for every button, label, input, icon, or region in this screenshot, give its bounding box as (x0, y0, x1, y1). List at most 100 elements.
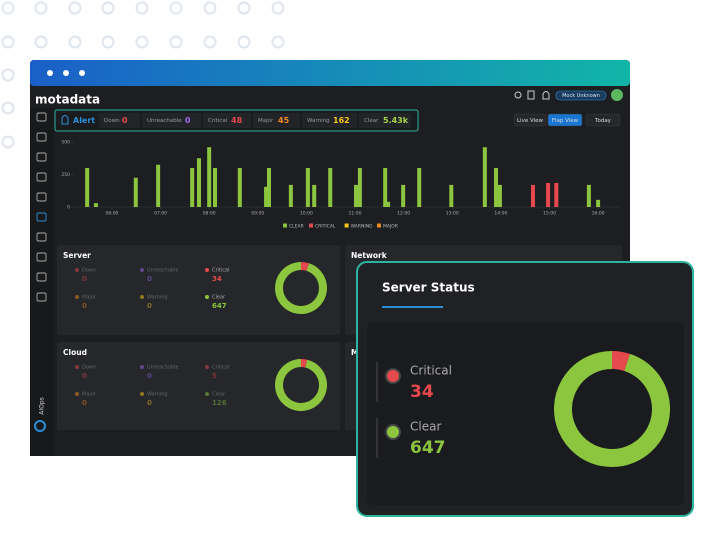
dot (203, 1, 217, 15)
alert-chip (203, 113, 251, 128)
bar (213, 168, 218, 207)
alert-value: 0 (185, 116, 191, 125)
status-value: 0 (82, 275, 87, 283)
status-dot (140, 295, 144, 299)
user-pill[interactable] (555, 90, 607, 101)
y-tick-label: 500 (61, 140, 70, 146)
x-tick-label: 13:00 (446, 211, 459, 217)
y-tick-label: 0 (67, 205, 70, 211)
bar (383, 168, 388, 207)
legend-swatch (309, 223, 313, 228)
donut-segment (611, 351, 630, 372)
donut-segment (300, 359, 308, 368)
panel (57, 342, 340, 430)
sidebar-icon[interactable] (36, 212, 47, 222)
panel-title: Network (351, 251, 388, 260)
dot (169, 35, 183, 49)
bar (85, 168, 90, 207)
view-button-label[interactable]: Live View (517, 118, 544, 124)
sidebar-icon[interactable] (36, 132, 47, 142)
y-tick-label: 250 (61, 172, 70, 178)
bar (497, 184, 502, 207)
alert-title: Alert (73, 116, 95, 125)
status-dot (205, 295, 209, 299)
alert-chip (99, 113, 140, 128)
status-dot (205, 392, 209, 396)
sidebar-icon[interactable] (36, 172, 47, 182)
sidebar-icons (36, 112, 47, 302)
alert-chip (302, 113, 357, 128)
chart-area (57, 135, 622, 239)
bar (305, 168, 310, 207)
status-label: Warning (147, 295, 168, 301)
bar (401, 184, 406, 207)
sidebar-icon[interactable] (36, 272, 47, 282)
bar (266, 168, 271, 207)
status-label: Down (82, 365, 96, 371)
dot (237, 35, 251, 49)
alert-label: Unreachable (147, 118, 182, 124)
sidebar-icon[interactable] (36, 152, 47, 162)
view-buttons: Live View Flap View Today (513, 113, 621, 127)
sidebar-icon[interactable] (36, 112, 47, 122)
status-label: Unreachable (147, 268, 179, 274)
dot (271, 1, 285, 15)
status-label: Unreachable (147, 365, 179, 371)
status-value: 0 (82, 372, 87, 380)
sidebar-icon[interactable] (36, 192, 47, 202)
x-tick-label: 16:00 (592, 211, 605, 217)
bar (357, 168, 362, 207)
bar (190, 168, 195, 207)
donut-segment (275, 359, 327, 411)
bar (196, 158, 201, 207)
legend-label: WARNING (351, 224, 373, 230)
status-value: 34 (212, 275, 222, 283)
alert-value: 45 (278, 116, 290, 125)
status-label: Critical (212, 365, 230, 371)
dot (237, 1, 251, 15)
icon (542, 91, 550, 100)
x-tick-label: 07:00 (154, 211, 167, 217)
status-value: 5 (212, 372, 217, 380)
bar (417, 168, 422, 207)
window-titlebar (30, 60, 630, 86)
legend-swatch (344, 223, 349, 228)
view-button-label[interactable]: Today (594, 118, 612, 124)
alert-label: Critical (208, 118, 228, 124)
x-tick-label: 06:00 (105, 211, 118, 217)
alert-value: 162 (333, 116, 350, 125)
view-button[interactable] (513, 113, 547, 127)
user-name[interactable]: Mock Unknown (562, 93, 600, 99)
status-value: 647 (410, 438, 446, 458)
status-label: Warning (147, 392, 168, 398)
dot (34, 35, 48, 49)
view-button-label[interactable]: Flap View (552, 118, 579, 124)
legend-swatch (377, 223, 381, 228)
avatar[interactable] (611, 89, 623, 101)
dot (101, 1, 115, 15)
sidebar-icon[interactable] (36, 232, 47, 242)
x-tick-label: 10:00 (300, 211, 313, 217)
panel-title: Cloud (63, 348, 87, 357)
window-dot (47, 70, 53, 76)
legend-swatch (283, 223, 287, 228)
alert-label: Major (258, 118, 274, 124)
popup-body (367, 322, 684, 505)
status-value: 0 (147, 372, 152, 380)
status-dot (140, 268, 144, 272)
sidebar-label: AIOps (39, 397, 46, 415)
status-label: Critical (212, 268, 230, 274)
dot (1, 35, 15, 49)
view-button[interactable] (547, 113, 583, 127)
dot (135, 1, 149, 15)
sidebar-icon[interactable] (36, 292, 47, 302)
view-button[interactable] (585, 113, 621, 127)
icon (514, 91, 522, 99)
legend-label: MAJOR (383, 224, 398, 230)
icon (527, 90, 535, 100)
alert-items: Down 0 Unreachable 0 Critical 48 Major 45 Warnin… (99, 113, 411, 128)
sidebar-icon[interactable] (36, 252, 47, 262)
status-value: 647 (212, 302, 227, 310)
status-dot (75, 295, 79, 299)
